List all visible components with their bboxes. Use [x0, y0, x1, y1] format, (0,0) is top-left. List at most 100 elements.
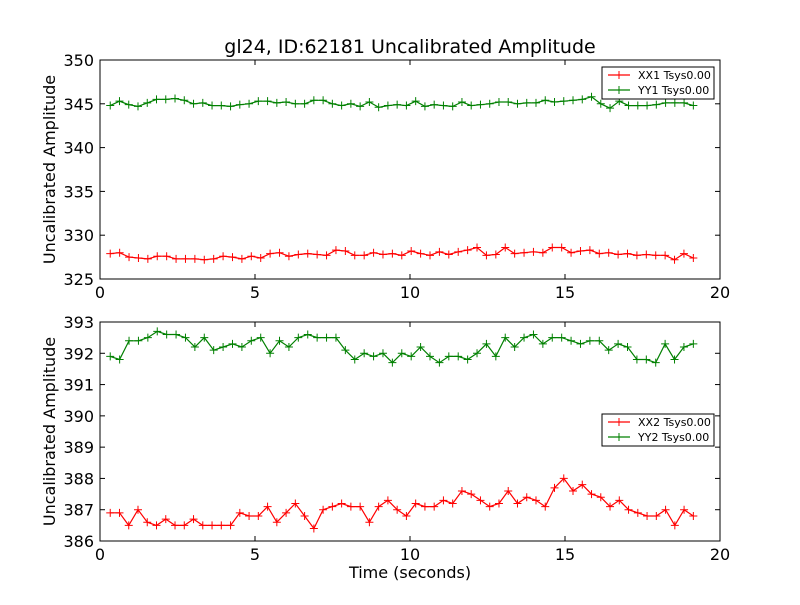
- legend-marker: [615, 86, 623, 94]
- data-point: [331, 246, 340, 255]
- data-point: [162, 252, 171, 261]
- data-point: [576, 246, 585, 255]
- data-point: [393, 505, 402, 514]
- data-point: [143, 333, 152, 342]
- data-point: [482, 251, 491, 260]
- data-point: [374, 103, 383, 112]
- x-axis-label: Time (seconds): [348, 563, 471, 582]
- data-point: [393, 100, 402, 109]
- y-tick-label: 386: [63, 532, 94, 551]
- data-point: [275, 248, 284, 257]
- data-point: [378, 349, 387, 358]
- legend-box: [601, 66, 715, 100]
- data-point: [642, 250, 651, 259]
- data-point: [337, 101, 346, 110]
- x-tick-label: 10: [400, 545, 420, 564]
- data-point: [426, 251, 434, 260]
- x-tick-label: 15: [555, 545, 575, 564]
- data-point: [328, 99, 337, 108]
- y-tick-label: 387: [63, 501, 94, 520]
- data-point: [439, 496, 448, 505]
- data-point: [350, 251, 359, 260]
- data-point: [309, 524, 318, 533]
- series-2: [106, 92, 698, 113]
- data-point: [485, 502, 494, 511]
- data-point: [643, 511, 652, 520]
- data-point: [595, 336, 604, 345]
- data-point: [485, 99, 494, 108]
- data-point: [587, 92, 596, 101]
- y-tick-label: 335: [63, 182, 94, 201]
- y-tick-label: 325: [63, 270, 94, 289]
- data-point: [245, 511, 254, 520]
- data-point: [504, 486, 513, 495]
- data-point: [531, 98, 540, 107]
- data-point: [689, 253, 698, 262]
- bottom-panel: 0 5 10 15 20 386 387 388 389 390 391 392 393Uncalibr…: [40, 313, 730, 564]
- data-point: [541, 502, 550, 511]
- data-point: [402, 101, 411, 110]
- data-point: [256, 253, 265, 262]
- data-point: [529, 247, 538, 256]
- data-point: [383, 496, 392, 505]
- data-point: [235, 508, 244, 517]
- data-point: [282, 508, 291, 517]
- data-point: [365, 98, 374, 107]
- data-point: [416, 249, 425, 258]
- data-point: [284, 252, 293, 261]
- data-point: [548, 243, 557, 252]
- data-point: [444, 352, 453, 361]
- data-point: [162, 330, 171, 339]
- data-point: [651, 251, 660, 260]
- data-point: [152, 521, 161, 530]
- data-point: [374, 502, 383, 511]
- data-point: [133, 505, 142, 514]
- data-point: [124, 521, 133, 530]
- y-tick-label: 345: [63, 95, 94, 114]
- y-tick-label: 390: [63, 407, 94, 426]
- data-point: [217, 521, 226, 530]
- data-point: [652, 511, 661, 520]
- data-point: [161, 515, 170, 524]
- data-point: [463, 355, 472, 364]
- data-point: [623, 343, 632, 352]
- data-point: [522, 493, 531, 502]
- legend: XX1 Tsys0.00 YY1 Tsys0.00: [601, 66, 715, 100]
- data-point: [557, 333, 566, 342]
- data-point: [125, 336, 134, 345]
- data-point: [369, 352, 378, 361]
- data-point: [143, 254, 152, 263]
- y-tick-label: 388: [63, 469, 94, 488]
- data-point: [596, 99, 605, 108]
- data-point: [397, 251, 406, 260]
- x-tick-label: 5: [250, 545, 260, 564]
- data-point: [476, 496, 485, 505]
- data-point: [576, 339, 585, 348]
- data-point: [272, 518, 281, 527]
- data-point: [416, 343, 425, 352]
- data-point: [652, 100, 661, 109]
- data-point: [467, 101, 476, 110]
- data-point: [632, 251, 641, 260]
- data-point: [388, 358, 397, 367]
- data-point: [263, 97, 272, 106]
- data-point: [300, 511, 309, 520]
- data-point: [356, 102, 365, 111]
- data-point: [567, 336, 576, 345]
- series-1: [106, 474, 698, 533]
- data-point: [337, 499, 346, 508]
- data-point: [303, 249, 312, 258]
- data-point: [313, 250, 322, 259]
- data-point: [624, 505, 633, 514]
- data-point: [143, 98, 152, 107]
- x-tick-label: 20: [710, 545, 730, 564]
- data-point: [680, 505, 689, 514]
- data-point: [642, 355, 651, 364]
- data-point: [266, 349, 275, 358]
- data-point: [226, 521, 235, 530]
- data-point: [209, 346, 218, 355]
- data-point: [548, 333, 557, 342]
- data-point: [263, 502, 272, 511]
- data-point: [531, 496, 540, 505]
